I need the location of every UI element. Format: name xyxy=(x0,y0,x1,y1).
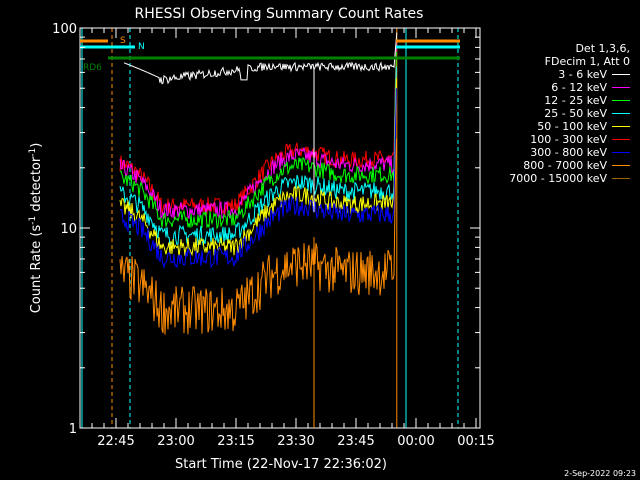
data-lines xyxy=(119,32,398,428)
legend-swatch xyxy=(612,165,630,166)
legend-header-line1: Det 1,3,6, xyxy=(575,42,630,55)
plot-frame xyxy=(79,27,481,429)
legend-swatch xyxy=(612,100,630,101)
x-axis-label: Start Time (22-Nov-17 22:36:02) xyxy=(175,457,387,472)
series-line xyxy=(119,138,397,335)
legend-label: 50 - 100 keV xyxy=(537,120,607,133)
x-tick-label: 23:15 xyxy=(217,434,254,449)
axis-ticks: 1 10 100 22:45 23:00 23:15 23:30 23:45 00:00 00:1… xyxy=(52,22,495,449)
y-axis-label: Count Rate (s-1 detector-1) xyxy=(28,143,44,314)
flag-label: N xyxy=(138,42,145,52)
legend-item: 6 - 12 keV xyxy=(551,81,630,94)
legend-swatch xyxy=(612,126,630,127)
x-tick-label: 23:00 xyxy=(157,434,194,449)
x-tick-label: 00:15 xyxy=(457,434,494,449)
legend-label: 100 - 300 keV xyxy=(530,133,607,146)
series-line xyxy=(119,51,397,230)
legend-label: 6 - 12 keV xyxy=(551,81,607,94)
legend-item: 12 - 25 keV xyxy=(544,94,630,107)
legend-item: 3 - 6 keV xyxy=(558,68,630,81)
flag-bars: S N RD6 xyxy=(80,36,460,73)
flag-label: S xyxy=(120,36,126,46)
series-line xyxy=(119,78,397,257)
x-tick-label: 00:00 xyxy=(397,434,434,449)
y-tick-label: 100 xyxy=(52,22,77,37)
legend-label: 3 - 6 keV xyxy=(558,68,607,81)
legend-item: 300 - 800 keV xyxy=(530,146,630,159)
x-tick-label: 23:45 xyxy=(337,434,374,449)
series-line xyxy=(119,88,397,269)
y-tick-label: 1 xyxy=(69,422,77,437)
y-tick-label: 10 xyxy=(60,222,77,237)
legend-label: 800 - 7000 keV xyxy=(523,159,607,172)
series-line xyxy=(123,32,398,85)
legend-item: 100 - 300 keV xyxy=(530,133,630,146)
legend-swatch xyxy=(612,113,630,114)
legend-label: 300 - 800 keV xyxy=(530,146,607,159)
legend-swatch xyxy=(612,152,630,153)
axes xyxy=(79,27,481,429)
legend-label: 12 - 25 keV xyxy=(544,94,607,107)
timestamp: 2-Sep-2022 09:23 xyxy=(564,469,636,478)
legend-item: 25 - 50 keV xyxy=(544,107,630,120)
flag-label: RD6 xyxy=(83,63,102,73)
legend-header-line2: FDecim 1, Att 0 xyxy=(544,55,630,68)
legend-item: 800 - 7000 keV xyxy=(523,159,630,172)
chart-title: RHESSI Observing Summary Count Rates xyxy=(135,6,424,22)
legend-item: 7000 - 15000 keV xyxy=(509,172,630,185)
series-line xyxy=(119,43,397,220)
legend-swatch xyxy=(612,87,630,88)
legend-item: 50 - 100 keV xyxy=(537,120,630,133)
x-tick-label: 22:45 xyxy=(97,434,134,449)
series-line xyxy=(119,66,397,247)
legend-swatch xyxy=(612,139,630,140)
legend-label: 7000 - 15000 keV xyxy=(509,172,607,185)
x-tick-label: 23:30 xyxy=(277,434,314,449)
legend-swatch xyxy=(612,178,630,179)
legend-swatch xyxy=(612,74,630,75)
legend-label: 25 - 50 keV xyxy=(544,107,607,120)
